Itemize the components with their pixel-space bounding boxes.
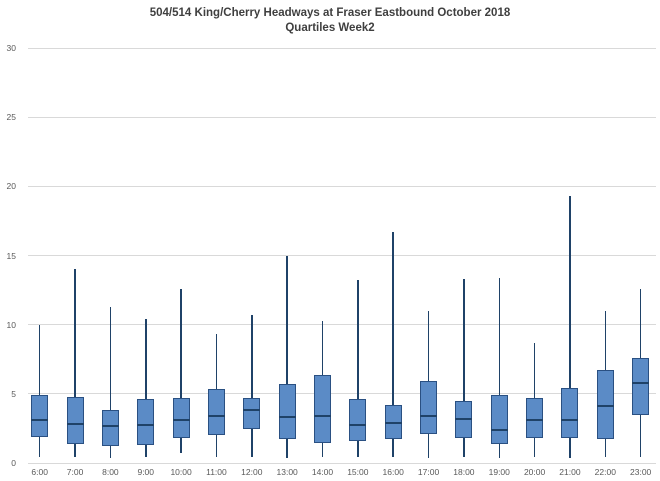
whisker-line: [286, 255, 288, 459]
quartile-box: [243, 397, 261, 430]
quartile-box: [561, 388, 579, 439]
chart-subtitle: Quartiles Week2: [285, 22, 375, 34]
median-line: [420, 414, 438, 417]
x-tick-label: 19:00: [488, 467, 510, 477]
quartile-box: [314, 375, 331, 443]
x-tick-label: 12:00: [241, 467, 263, 477]
x-tick-label: 18:00: [453, 467, 475, 477]
median-line: [172, 419, 190, 422]
y-gridline: [28, 462, 656, 464]
whisker-line: [109, 306, 112, 459]
median-line: [243, 409, 261, 412]
x-tick-label: 21:00: [559, 467, 581, 477]
median-line: [526, 419, 544, 422]
x-tick-label: 6:00: [31, 467, 48, 477]
whisker-line: [74, 269, 76, 458]
x-tick-label: 10:00: [170, 467, 192, 477]
y-gridline: [28, 116, 656, 118]
quartile-box: [31, 395, 49, 437]
y-gridline: [28, 47, 656, 49]
whisker-line: [180, 288, 182, 453]
y-tick-label: 20: [6, 181, 16, 192]
median-line: [632, 381, 650, 384]
x-tick-label: 13:00: [276, 467, 298, 477]
y-gridline: [28, 324, 656, 326]
median-line: [349, 423, 367, 426]
x-tick-label: 14:00: [311, 467, 334, 477]
quartile-box: [526, 397, 544, 439]
quartile-box: [278, 384, 296, 440]
x-tick-label: 11:00: [206, 467, 227, 477]
x-tick-label: 16:00: [382, 467, 404, 477]
median-line: [278, 415, 296, 418]
median-line: [314, 414, 331, 417]
median-line: [561, 419, 579, 422]
quartile-box: [490, 395, 508, 445]
x-tick-label: 8:00: [102, 467, 119, 477]
whisker-line: [251, 314, 253, 458]
x-tick-label: 7:00: [66, 467, 84, 477]
x-tick-label: 23:00: [630, 467, 652, 477]
whisker-line: [392, 231, 394, 457]
x-tick-label: 22:00: [594, 467, 616, 477]
median-line: [137, 423, 155, 426]
whisker-line: [463, 279, 465, 458]
y-tick-label: 5: [11, 388, 16, 399]
quartile-box: [632, 357, 650, 416]
y-tick-label: 15: [6, 250, 16, 261]
y-gridline: [28, 393, 656, 395]
whisker-line: [38, 324, 41, 458]
median-line: [101, 424, 119, 427]
y-tick-label: 0: [11, 458, 16, 468]
quartile-box: [420, 381, 438, 434]
median-line: [31, 419, 49, 422]
y-tick-label: 30: [6, 43, 16, 53]
median-line: [66, 423, 84, 426]
whisker-line: [498, 277, 500, 459]
whisker-line: [569, 196, 571, 459]
median-line: [490, 428, 508, 431]
quartile-box: [137, 399, 155, 445]
whisker-line: [357, 280, 359, 457]
quartile-box: [349, 399, 367, 441]
x-tick-label: 15:00: [347, 467, 369, 477]
quartile-box: [207, 388, 225, 436]
y-gridline: [28, 255, 656, 256]
quartile-box: [596, 370, 614, 440]
median-line: [596, 405, 614, 408]
median-line: [455, 417, 473, 420]
whisker-line: [145, 319, 147, 458]
chart-title-block: 504/514 King/Cherry Headways at Fraser E…: [0, 6, 660, 36]
x-tick-label: 20:00: [523, 467, 546, 477]
y-gridline: [28, 185, 656, 187]
y-tick-label: 25: [6, 112, 16, 123]
quartile-box: [66, 397, 84, 444]
x-tick-label: 9:00: [137, 467, 155, 477]
median-line: [207, 414, 225, 417]
quartile-box: [172, 397, 190, 439]
x-tick-label: 17:00: [417, 467, 440, 477]
y-tick-label: 10: [6, 319, 16, 330]
chart-title: 504/514 King/Cherry Headways at Fraser E…: [149, 7, 511, 19]
quartile-box: [101, 409, 119, 447]
median-line: [384, 421, 402, 424]
quartile-box: [384, 404, 402, 439]
